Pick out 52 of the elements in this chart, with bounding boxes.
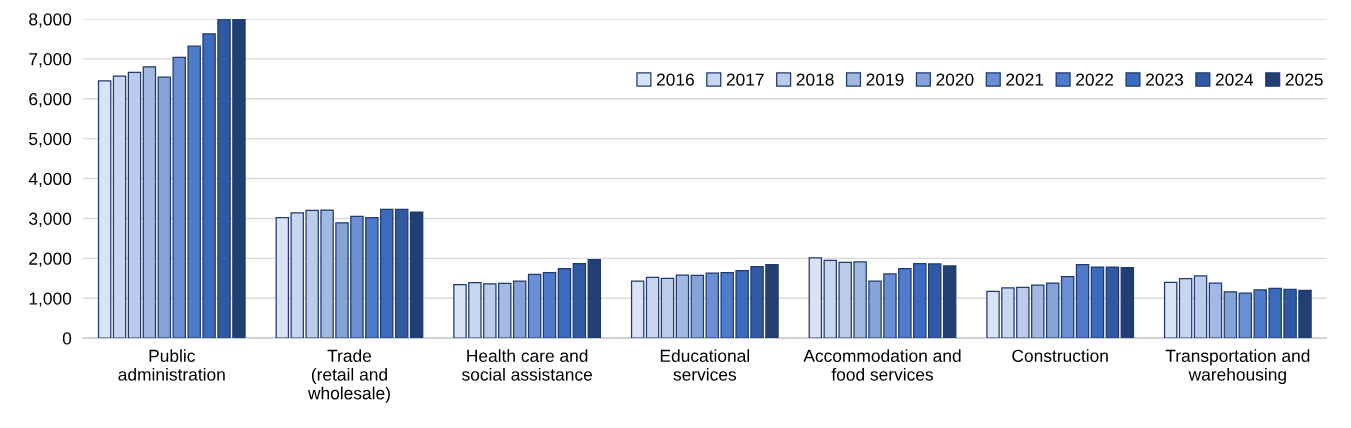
- legend-label: 2022: [1076, 73, 1114, 86]
- bar: [587, 258, 602, 339]
- legend-label: 2020: [936, 73, 974, 86]
- bar: [660, 277, 675, 339]
- bar: [630, 280, 645, 339]
- x-tick-label: Accommodation and food services: [803, 349, 961, 381]
- y-tick-label: 5,000: [29, 132, 72, 148]
- legend-label: 2018: [796, 73, 834, 86]
- bar: [1178, 278, 1193, 339]
- legend-label: 2016: [656, 73, 694, 86]
- x-tick-label: Transportation and warehousing: [1165, 349, 1310, 385]
- x-tick-label: Construction: [1012, 349, 1108, 362]
- bar: [409, 211, 424, 339]
- bar: [127, 71, 142, 339]
- bar: [97, 80, 112, 339]
- x-tick-label: Public administration: [118, 349, 225, 381]
- bar: [1120, 266, 1135, 339]
- y-tick-label: 8,000: [29, 13, 72, 28]
- bar: [645, 276, 660, 339]
- y-tick-label: 4,000: [28, 172, 72, 188]
- bar: [1208, 282, 1223, 339]
- bar: [675, 274, 690, 339]
- x-tick-label: Trade (retail and wholesale): [307, 349, 390, 403]
- x-tick-label: Health care and social assistance: [462, 349, 592, 381]
- y-tick-label: 2,000: [29, 252, 72, 267]
- y-tick-label: 0: [62, 332, 72, 345]
- legend-label: 2017: [726, 73, 764, 86]
- legend-label: 2024: [1215, 73, 1254, 86]
- y-tick-label: 7,000: [29, 53, 72, 68]
- bar: [1075, 264, 1090, 339]
- bar: [527, 273, 542, 339]
- bar: [1105, 266, 1120, 339]
- bar: [572, 262, 587, 339]
- bar: [542, 272, 557, 339]
- bar: [1060, 276, 1075, 339]
- y-tick-label: 3,000: [29, 212, 72, 227]
- bar: [690, 274, 705, 339]
- legend-label: 2023: [1146, 73, 1183, 86]
- bar: [1163, 281, 1178, 339]
- bar: [112, 75, 127, 339]
- legend-label: 2019: [866, 73, 904, 86]
- bar: [1223, 291, 1238, 339]
- legend-label: 2021: [1006, 73, 1044, 86]
- bar: [1193, 275, 1208, 339]
- bar: [557, 268, 572, 339]
- legend-label: 2025: [1285, 73, 1323, 86]
- bar: [1090, 266, 1105, 339]
- x-tick-label: Educational services: [660, 349, 750, 381]
- y-tick-label: 6,000: [29, 92, 72, 108]
- bar: [142, 66, 157, 339]
- bar: [942, 265, 957, 339]
- y-tick-label: 1,000: [29, 292, 72, 307]
